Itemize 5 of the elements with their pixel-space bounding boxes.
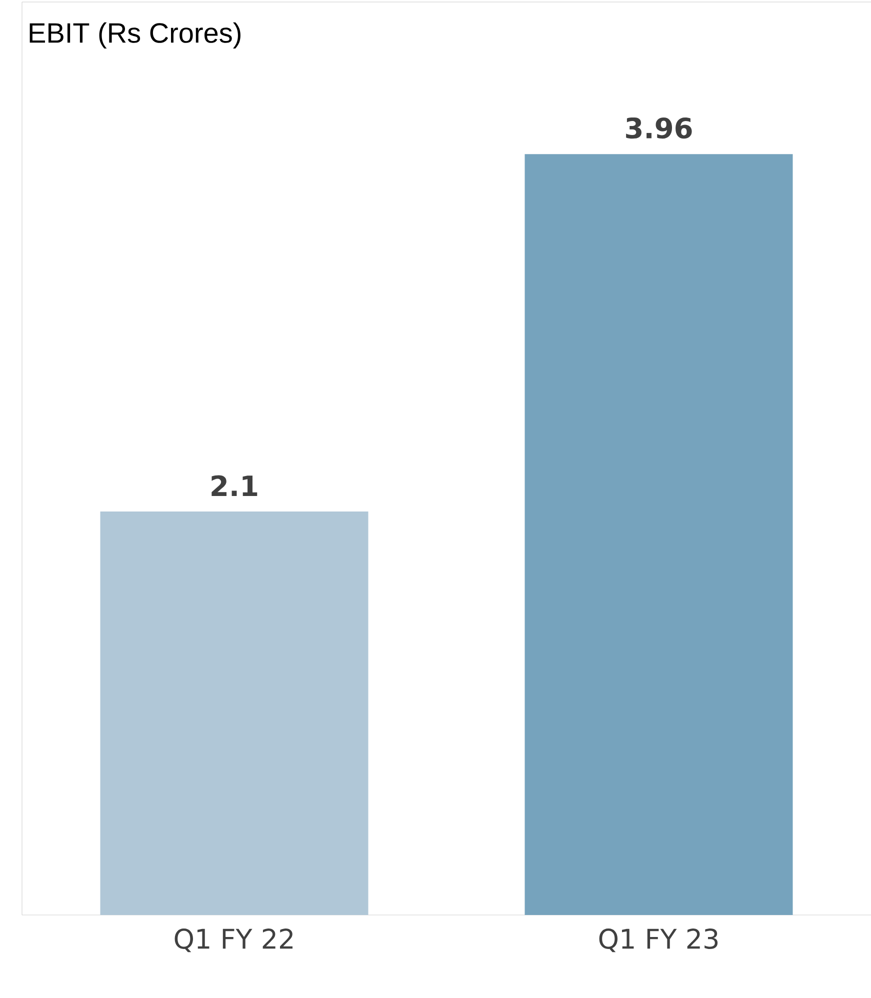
data-label: 2.1 bbox=[212, 475, 258, 496]
chart-title: EBIT (Rs Crores) bbox=[30, 22, 240, 48]
x-tick-label: Q1 FY 22 bbox=[174, 928, 292, 952]
data-label: 3.96 bbox=[626, 117, 692, 139]
x-tick-label: Q1 FY 23 bbox=[599, 928, 718, 952]
